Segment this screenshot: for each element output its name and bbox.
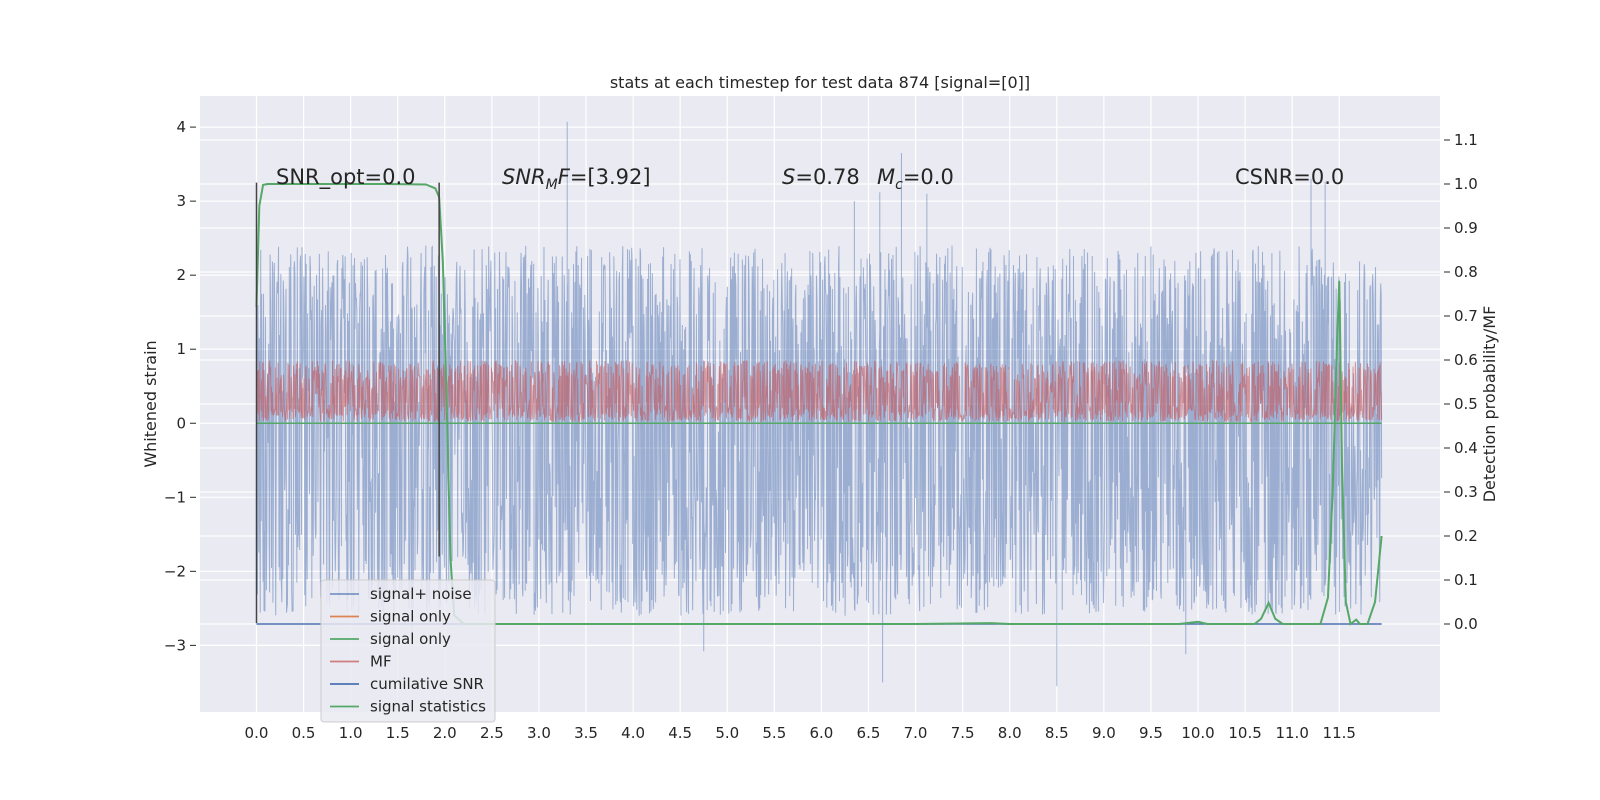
x-tick-label: 5.0 — [715, 724, 739, 742]
y2-tick-label: 0.5 — [1454, 395, 1478, 413]
x-tick-label: 4.5 — [668, 724, 692, 742]
snr-mf-subscript: M — [546, 177, 558, 193]
y-tick-label: −3 — [164, 636, 186, 654]
mc-subscript: c — [895, 177, 903, 193]
y2-tick-label: 1.0 — [1454, 175, 1478, 193]
legend-box — [320, 579, 496, 723]
x-tick-label: 0.0 — [245, 724, 269, 742]
series-3-line — [255, 359, 1383, 424]
legend-label: signal+ noise — [370, 585, 472, 603]
legend-label: MF — [370, 653, 392, 671]
y2-tick-label: 0.9 — [1454, 219, 1478, 237]
snr-mf-symbol: SNR — [502, 165, 546, 189]
x-tick-label: 2.0 — [433, 724, 457, 742]
x-tick-label: 11.0 — [1275, 724, 1308, 742]
csnr-annotation-text: CSNR=0.0 — [1235, 165, 1344, 189]
y-tick-label: 2 — [176, 266, 186, 284]
x-tick-label: 11.5 — [1323, 724, 1356, 742]
y2-tick-label: 0.2 — [1454, 527, 1478, 545]
x-tick-label: 10.5 — [1228, 724, 1261, 742]
y-tick-label: 4 — [176, 118, 186, 136]
y-tick-label: 1 — [176, 340, 186, 358]
y2-axis-title: Detection probability/MF — [1480, 306, 1499, 503]
x-tick-label: 9.0 — [1092, 724, 1116, 742]
x-tick-label: 4.0 — [621, 724, 645, 742]
y-tick-label: −1 — [164, 488, 186, 506]
s-value: =0.78 — [795, 165, 859, 189]
y2-tick-label: 0.7 — [1454, 307, 1478, 325]
x-tick-label: 7.5 — [951, 724, 975, 742]
s-mc-annotation: S=0.78 Mc=0.0 — [782, 165, 954, 193]
annotations: SNR_opt=0.0 SNRMF=[3.92] S=0.78 Mc=0.0 CS… — [276, 165, 1344, 193]
x-tick-label: 3.0 — [527, 724, 551, 742]
x-tick-label: 9.5 — [1139, 724, 1163, 742]
y-tick-label: 0 — [176, 414, 186, 432]
series-5-line — [255, 183, 1383, 626]
x-tick-label: 6.5 — [857, 724, 881, 742]
snr-mf-value: =[3.92] — [570, 165, 651, 189]
snr-opt-annotation-text: SNR_opt=0.0 — [276, 165, 416, 190]
legend: signal+ noise signal only signal only MF cum… — [320, 579, 496, 723]
y2-tick-label: 0.8 — [1454, 263, 1478, 281]
x-tick-label: 1.0 — [339, 724, 363, 742]
chart-title: stats at each timestep for test data 874… — [610, 73, 1030, 92]
snr-opt-annotation: SNR_opt=0.0 — [276, 165, 416, 190]
x-tick-label: 5.5 — [762, 724, 786, 742]
y2-tick-label: 0.1 — [1454, 571, 1478, 589]
snr-mf-annotation: SNRMF=[3.92] — [502, 165, 651, 193]
legend-entries: signal+ noise signal only signal only MF cum… — [330, 585, 486, 716]
legend-label: signal only — [370, 630, 451, 648]
x-tick-label: 8.0 — [998, 724, 1022, 742]
mc-value: =0.0 — [903, 165, 954, 189]
series-layer — [255, 121, 1383, 687]
y2-tick-label: 0.0 — [1454, 615, 1478, 633]
x-tick-label: 0.5 — [292, 724, 316, 742]
csnr-annotation: CSNR=0.0 — [1235, 165, 1344, 189]
s-symbol: S — [782, 165, 795, 189]
y2-tick-label: 0.3 — [1454, 483, 1478, 501]
y2-tick-label: 0.6 — [1454, 351, 1478, 369]
mc-symbol: M — [877, 165, 895, 189]
x-tick-label: 2.5 — [480, 724, 504, 742]
x-tick-label: 8.5 — [1045, 724, 1069, 742]
x-tick-label: 3.5 — [574, 724, 598, 742]
y-tick-label: −2 — [164, 562, 186, 580]
y2-tick-label: 1.1 — [1454, 131, 1478, 149]
axes: 0.0 0.5 1.0 1.5 2.0 2.5 3.0 3.5 4.0 4.5 5.0 5.5 6.0 6… — [164, 118, 1478, 742]
y2-tick-label: 0.4 — [1454, 439, 1478, 457]
x-tick-label: 6.0 — [809, 724, 833, 742]
snr-mf-symbol-f: F — [558, 165, 571, 189]
y-axis-title: Whitened strain — [141, 340, 160, 467]
legend-label: cumilative SNR — [370, 675, 484, 693]
legend-label: signal only — [370, 608, 451, 626]
y-tick-label: 3 — [176, 192, 186, 210]
vertical-markers — [255, 182, 440, 624]
x-tick-label: 7.0 — [904, 724, 928, 742]
x-tick-label: 10.0 — [1181, 724, 1214, 742]
legend-label: signal statistics — [370, 698, 486, 716]
x-tick-label: 1.5 — [386, 724, 410, 742]
